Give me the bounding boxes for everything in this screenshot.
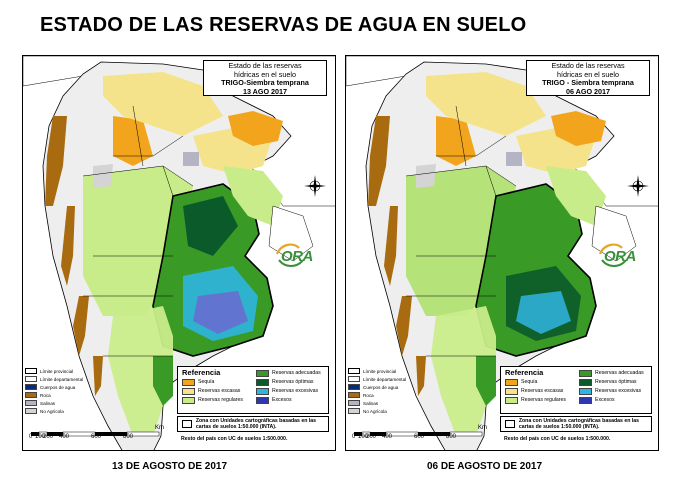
- resto-note: Resto del país con UC de suelos 1:500.00…: [181, 436, 288, 442]
- key-roca: Roca: [348, 391, 374, 399]
- ora-logo: ORA: [596, 240, 648, 270]
- legend-heading: Referencia: [505, 368, 544, 377]
- key-salinas: Salinas: [348, 399, 378, 407]
- legend-reservas-adecuadas: Reservas adecuadas: [579, 369, 644, 377]
- key-cuerpos-de-agua: Cuerpos de agua: [25, 383, 75, 391]
- legend-reservas-regulares: Reservas regulares: [182, 396, 243, 404]
- legend-reservas-regulares: Reservas regulares: [505, 396, 566, 404]
- scale-bar-graphic: [31, 431, 160, 437]
- key-salinas: Salinas: [25, 399, 55, 407]
- ora-logo-text: ORA: [604, 248, 636, 265]
- key-limite-provincial: Límite provincial: [25, 367, 73, 375]
- key-limite-departamental: Límite departamental: [25, 375, 83, 383]
- argentina-map: [346, 56, 658, 450]
- map-info-box: Estado de las reservas hídricas en el su…: [526, 60, 650, 96]
- info-date: 13 AGO 2017: [242, 86, 288, 96]
- ora-logo-icon: [275, 243, 304, 267]
- key-no-agricola: No Agrícola: [25, 407, 64, 415]
- scale-bar-graphic: [354, 431, 483, 437]
- ora-logo-icon: [598, 243, 627, 267]
- zone-note: Zona con Unidades cartográficas basadas …: [500, 416, 652, 432]
- key-limite-departamental: Límite departamental: [348, 375, 406, 383]
- caption-left: 13 DE AGOSTO DE 2017: [112, 461, 228, 472]
- zone-note-text: Zona con Unidades cartográficas basadas …: [518, 418, 640, 430]
- legend-reservas-adecuadas: Reservas adecuadas: [256, 369, 321, 377]
- info-line-2: hídricas en el suelo: [557, 69, 619, 79]
- key-roca: Roca: [25, 391, 51, 399]
- legend-sequia: Sequía: [505, 378, 537, 386]
- legend-reservas-excesivas: Reservas excesivas: [579, 387, 641, 395]
- scale-bar: 0 100 200 400 600 800 Km: [29, 425, 171, 448]
- north-arrow-icon: [304, 175, 326, 197]
- argentina-map: [23, 56, 335, 450]
- zone-note-text: Zona con Unidades cartográficas basadas …: [195, 418, 317, 430]
- legend-excesos: Excesos: [256, 396, 292, 404]
- zone-note: Zona con Unidades cartográficas basadas …: [177, 416, 329, 432]
- key-limite-provincial: Límite provincial: [348, 367, 396, 375]
- ora-logo: ORA: [273, 240, 325, 270]
- legend-reservas-escasas: Reservas escasas: [505, 387, 563, 395]
- legend-reservas-excesivas: Reservas excesivas: [256, 387, 318, 395]
- legend-reservas-optimas: Reservas óptimas: [256, 378, 314, 386]
- resto-note: Resto del país con UC de suelos 1:500.00…: [504, 436, 611, 442]
- info-date: 06 AGO 2017: [565, 86, 611, 96]
- legend-sequia: Sequía: [182, 378, 214, 386]
- map-panel-06-ago: Estado de las reservas hídricas en el su…: [345, 55, 659, 451]
- north-arrow-icon: [627, 175, 649, 197]
- legend-excesos: Excesos: [579, 396, 615, 404]
- info-line-1: Estado de las reservas: [228, 61, 302, 70]
- page-title: ESTADO DE LAS RESERVAS DE AGUA EN SUELO: [40, 14, 527, 36]
- legend-heading: Referencia: [182, 368, 221, 377]
- info-crop: TRIGO - Siembra temprana: [542, 78, 634, 88]
- legend: Referencia Sequía Reservas escasas Reser…: [177, 366, 329, 414]
- legend: Referencia Sequía Reservas escasas Reser…: [500, 366, 652, 414]
- legend-reservas-escasas: Reservas escasas: [182, 387, 240, 395]
- legend-reservas-optimas: Reservas óptimas: [579, 378, 637, 386]
- map-panel-13-ago: Estado de las reservas hídricas en el su…: [22, 55, 336, 451]
- info-line-1: Estado de las reservas: [551, 61, 625, 70]
- key-cuerpos-de-agua: Cuerpos de agua: [348, 383, 398, 391]
- ora-logo-text: ORA: [281, 248, 313, 265]
- info-crop: TRIGO-Siembra temprana: [221, 78, 309, 88]
- key-no-agricola: No Agrícola: [348, 407, 387, 415]
- scale-bar: 0 100 200 400 600 800 Km: [352, 425, 494, 448]
- map-info-box: Estado de las reservas hídricas en el su…: [203, 60, 327, 96]
- caption-right: 06 DE AGOSTO DE 2017: [427, 461, 543, 472]
- info-line-2: hídricas en el suelo: [234, 69, 296, 79]
